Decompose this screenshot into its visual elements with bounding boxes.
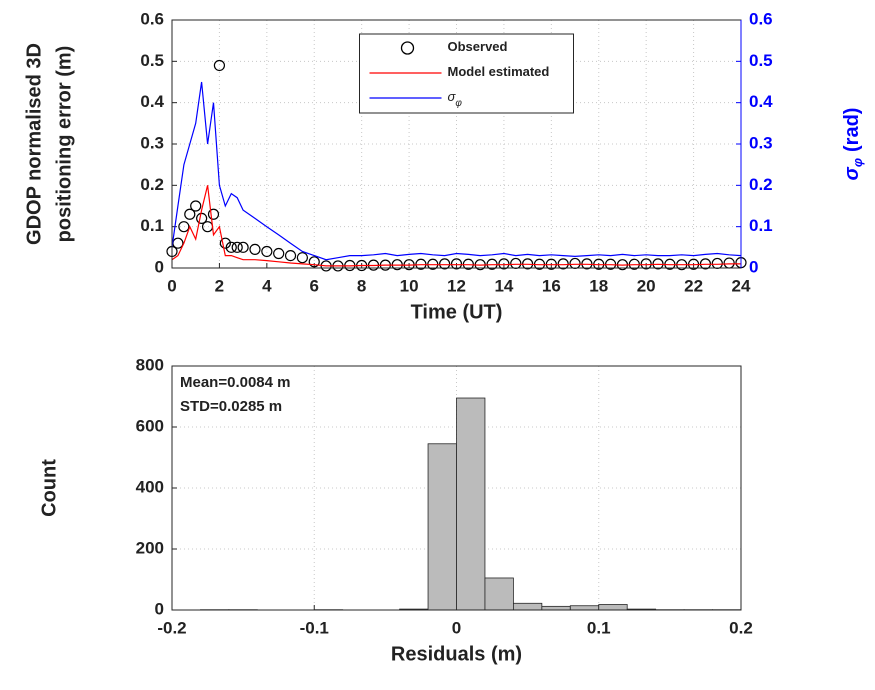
x-tick-label: 0 xyxy=(452,618,461,637)
legend-text: Model estimated xyxy=(448,64,550,79)
x-tick-label: 12 xyxy=(447,276,466,295)
y2-tick-label: 0.2 xyxy=(749,175,773,194)
histogram-bar xyxy=(542,606,570,610)
x-tick-label: 8 xyxy=(357,276,366,295)
y2-tick-label: 0.3 xyxy=(749,133,773,152)
y-axis-label: GDOP normalised 3D xyxy=(23,43,45,245)
x-tick-label: 2 xyxy=(215,276,224,295)
histogram-bar xyxy=(599,605,627,610)
y2-tick-label: 0.6 xyxy=(749,9,773,28)
y-tick-label: 0.2 xyxy=(140,175,164,194)
x-tick-label: 0.2 xyxy=(729,618,753,637)
x-axis-label: Residuals (m) xyxy=(391,643,522,665)
histogram-bar xyxy=(457,398,485,610)
y2-tick-label: 0 xyxy=(749,257,758,276)
legend-label: Model estimated xyxy=(448,64,550,79)
y-tick-label: 400 xyxy=(136,477,164,496)
annotation: STD=0.0285 m xyxy=(180,398,282,415)
y-tick-label: 200 xyxy=(136,538,164,557)
x-tick-label: 22 xyxy=(684,276,703,295)
y-tick-label: 0.1 xyxy=(140,216,164,235)
histogram-bar xyxy=(513,603,541,610)
y2-axis-label: σφ (rad) xyxy=(841,108,865,181)
x-tick-label: 16 xyxy=(542,276,561,295)
histogram-bar xyxy=(485,578,513,610)
y2-tick-label: 0.5 xyxy=(749,51,773,70)
x-tick-label: 0 xyxy=(167,276,176,295)
y2-label-symbol: σ xyxy=(841,166,863,180)
y-tick-label: 0.3 xyxy=(140,133,164,152)
legend-label: Observed xyxy=(448,39,508,54)
y2-tick-label: 0.4 xyxy=(749,92,773,111)
x-tick-label: 6 xyxy=(310,276,319,295)
x-tick-label: 20 xyxy=(637,276,656,295)
y-tick-label: 0.6 xyxy=(140,9,164,28)
y-tick-label: 0 xyxy=(155,599,164,618)
legend-subscript: φ xyxy=(455,98,462,109)
y-tick-label: 0.5 xyxy=(140,51,164,70)
histogram-bar xyxy=(570,606,598,610)
x-tick-label: -0.1 xyxy=(300,618,329,637)
x-tick-label: 24 xyxy=(732,276,751,295)
y-tick-label: 0.4 xyxy=(140,92,164,111)
x-tick-label: 0.1 xyxy=(587,618,611,637)
x-tick-label: 18 xyxy=(589,276,608,295)
x-tick-label: -0.2 xyxy=(157,618,186,637)
y-tick-label: 800 xyxy=(136,355,164,374)
x-tick-label: 4 xyxy=(262,276,272,295)
y2-tick-label: 0.1 xyxy=(749,216,773,235)
histogram-bar xyxy=(428,444,456,610)
x-tick-label: 14 xyxy=(494,276,513,295)
legend-text: Observed xyxy=(448,39,508,54)
y2-label-subscript: φ xyxy=(850,158,865,167)
y-tick-label: 600 xyxy=(136,416,164,435)
annotation: Mean=0.0084 m xyxy=(180,374,291,391)
y-tick-label: 0 xyxy=(155,257,164,276)
y-axis-label: positioning error (m) xyxy=(53,46,75,243)
x-axis-label: Time (UT) xyxy=(411,301,503,323)
y2-label-unit: (rad) xyxy=(841,108,863,152)
y-axis-label: Count xyxy=(38,459,60,517)
x-tick-label: 10 xyxy=(400,276,419,295)
